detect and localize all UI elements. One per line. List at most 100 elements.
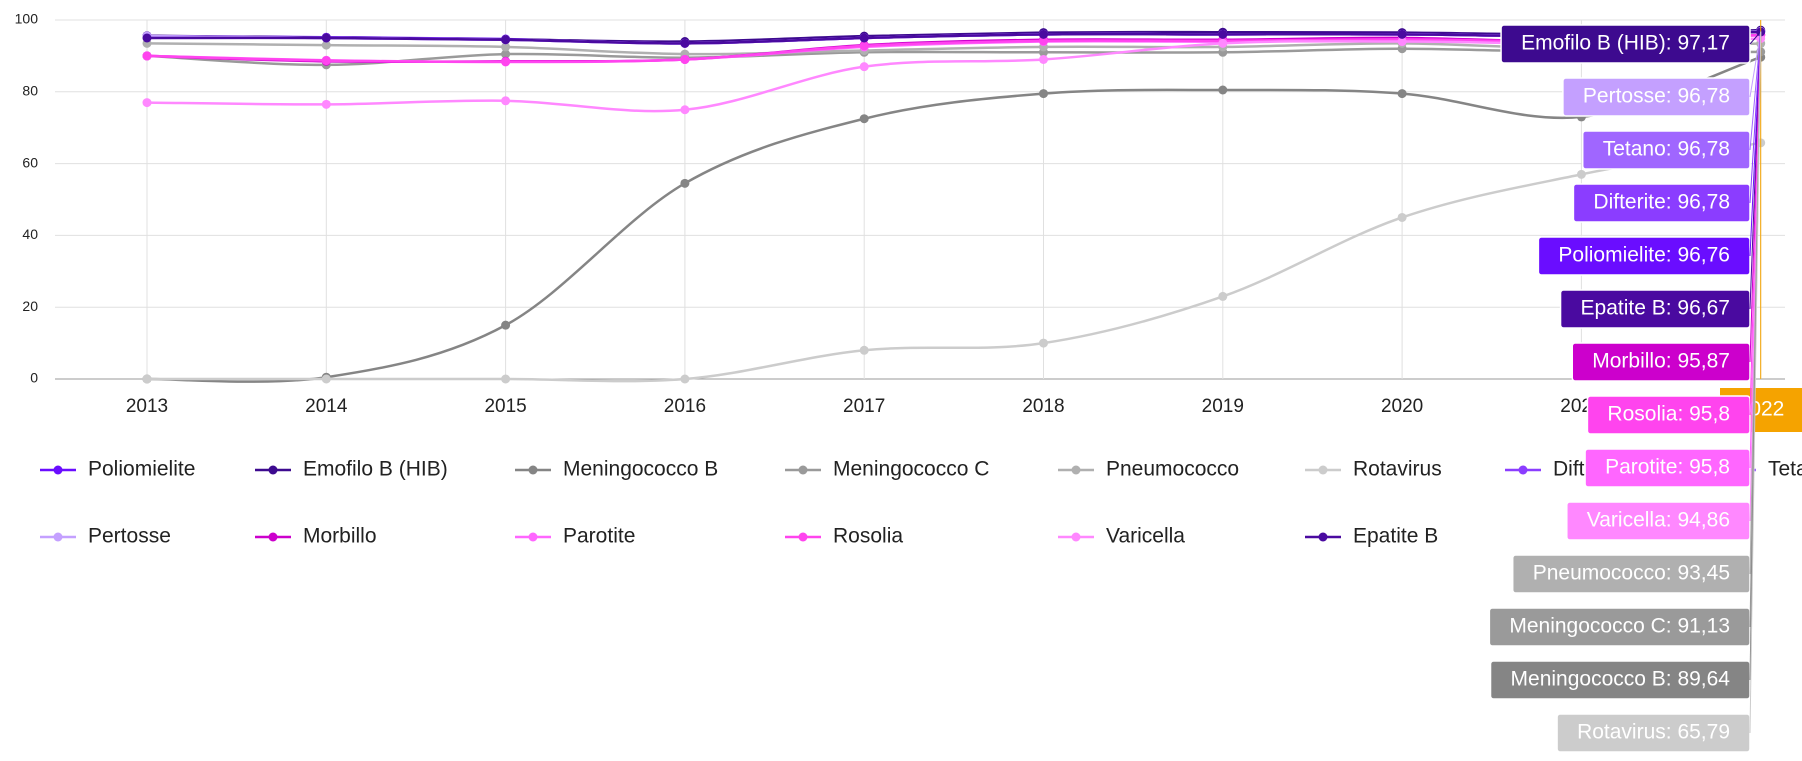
y-tick-label: 20 (22, 298, 38, 314)
legend-label: Parotite (563, 525, 635, 548)
legend-label: Epatite B (1353, 525, 1438, 548)
x-tick-label: 2019 (1202, 396, 1244, 417)
legend-label: Emofilo B (HIB) (303, 458, 448, 481)
data-point (501, 96, 511, 106)
data-point (1218, 85, 1228, 95)
legend-swatch-dot (53, 465, 63, 475)
data-point (321, 40, 331, 50)
legend-swatch-dot (798, 532, 808, 542)
legend-label: Meningococco C (833, 458, 989, 481)
legend-label: Rosolia (833, 525, 903, 548)
tooltip-label: Emofilo B (HIB): 97,17 (1521, 32, 1730, 55)
tooltip-pointer (1749, 31, 1762, 98)
legend-label: Varicella (1106, 525, 1185, 548)
legend-swatch-dot (528, 532, 538, 542)
data-point (501, 49, 511, 59)
data-point (142, 33, 152, 43)
tooltip-item: Poliomielite: 96,76 (1537, 31, 1762, 276)
legend-swatch-dot (1071, 532, 1081, 542)
data-point (501, 57, 511, 67)
data-point (859, 41, 869, 51)
data-point (1397, 89, 1407, 99)
legend-label: Pertosse (88, 525, 171, 548)
data-point (142, 374, 152, 384)
x-tick-label: 2016 (664, 396, 706, 417)
x-tick-label: 2017 (843, 396, 885, 417)
tooltip-item: Rotavirus: 65,79 (1556, 31, 1762, 753)
tooltip-label: Difterite: 96,78 (1593, 191, 1730, 214)
tooltip-item: Rosolia: 95,8 (1586, 31, 1762, 435)
tooltip-item: Epatite B: 96,67 (1559, 31, 1762, 329)
tooltip-item: Pertosse: 96,78 (1562, 31, 1762, 117)
data-point (680, 178, 690, 188)
data-point (142, 51, 152, 61)
data-point (501, 42, 511, 52)
data-point (142, 98, 152, 108)
tooltip-item: Tetano: 96,78 (1581, 31, 1762, 170)
legend-swatch-dot (1318, 465, 1328, 475)
legend-swatch-dot (268, 465, 278, 475)
legend-label: Meningococco B (563, 458, 718, 481)
x-tick-label: 2014 (305, 396, 348, 417)
tooltip-label: Rosolia: 95,8 (1607, 403, 1730, 426)
x-tick-label: 2013 (126, 396, 168, 417)
series-line (146, 37, 1761, 113)
tooltip-item: Pneumococco: 93,45 (1511, 31, 1762, 594)
tooltip-item: Meningococco C: 91,13 (1488, 31, 1762, 647)
data-point (1039, 36, 1048, 46)
tooltip-pointer (1749, 31, 1762, 734)
data-point (680, 105, 690, 115)
y-tick-label: 40 (22, 226, 38, 242)
data-point (321, 56, 331, 66)
series-line (146, 47, 1761, 67)
legend-swatch-dot (1518, 465, 1528, 475)
series-line (146, 30, 1761, 45)
data-point (1576, 169, 1586, 179)
data-point (1218, 291, 1228, 301)
series-line (146, 33, 1761, 63)
data-point (1397, 37, 1407, 47)
data-point (1039, 54, 1048, 64)
series-line (146, 141, 1761, 383)
data-point (680, 38, 690, 48)
data-point (680, 374, 690, 384)
data-point (859, 33, 869, 43)
data-point (1397, 212, 1407, 222)
legend-label: Pneumococco (1106, 458, 1239, 481)
tooltip-label: Morbillo: 95,87 (1592, 350, 1730, 373)
data-point (1039, 89, 1048, 99)
data-point (1039, 338, 1048, 348)
data-point (501, 35, 511, 45)
tooltip-item: Parotite: 95,8 (1584, 31, 1762, 488)
y-tick-label: 100 (15, 11, 39, 27)
data-point (859, 62, 869, 72)
tooltip-item: Morbillo: 95,87 (1571, 31, 1762, 382)
y-tick-label: 60 (22, 154, 38, 170)
tooltip-label: Tetano: 96,78 (1603, 138, 1730, 161)
legend-swatch-dot (1071, 465, 1081, 475)
x-tick-label: 2018 (1022, 396, 1064, 417)
legend-label: Tetano (1768, 458, 1802, 481)
data-point (321, 99, 331, 109)
legend-swatch-dot (53, 532, 63, 542)
data-point (1397, 29, 1407, 39)
x-tick-label: 2020 (1381, 396, 1423, 417)
data-point (859, 345, 869, 355)
tooltip-label: Varicella: 94,86 (1587, 509, 1730, 532)
tooltip-label: Pertosse: 96,78 (1583, 85, 1730, 108)
series-line (146, 56, 1762, 383)
data-point (680, 54, 690, 64)
legend-label: Poliomielite (88, 458, 195, 481)
tooltip-label: Pneumococco: 93,45 (1533, 562, 1730, 585)
legend-label: Rotavirus (1353, 458, 1442, 481)
tooltip-label: Meningococco B: 89,64 (1511, 668, 1731, 691)
y-tick-label: 0 (30, 370, 38, 386)
tooltip-label: Poliomielite: 96,76 (1558, 244, 1730, 267)
tooltip-label: Parotite: 95,8 (1605, 456, 1730, 479)
data-point (859, 114, 869, 124)
data-point (501, 374, 511, 384)
tooltip-item: Difterite: 96,78 (1572, 31, 1762, 223)
tooltip-label: Meningococco C: 91,13 (1509, 615, 1730, 638)
tooltip-box (1537, 236, 1751, 276)
